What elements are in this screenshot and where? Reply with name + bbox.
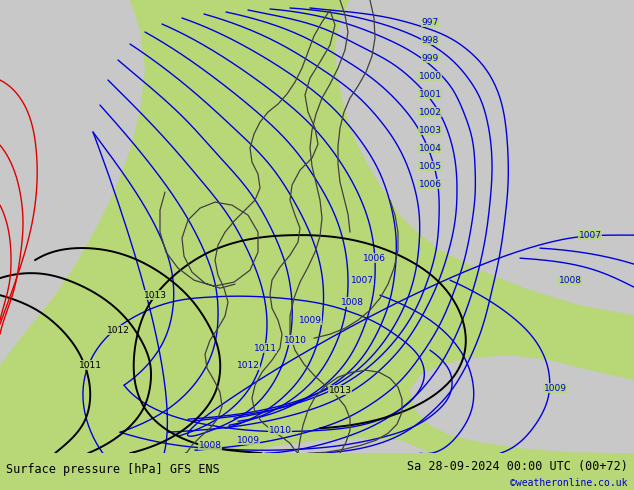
Text: 1007: 1007 (351, 276, 373, 285)
Polygon shape (410, 355, 634, 453)
Text: Surface pressure [hPa] GFS ENS: Surface pressure [hPa] GFS ENS (6, 463, 220, 476)
Text: 1012: 1012 (107, 326, 129, 335)
Text: 997: 997 (422, 18, 439, 26)
Text: 1006: 1006 (418, 180, 441, 189)
Text: 1011: 1011 (79, 361, 101, 369)
Text: 1009: 1009 (543, 384, 567, 392)
Polygon shape (0, 0, 145, 365)
Text: 999: 999 (422, 53, 439, 63)
Polygon shape (335, 0, 634, 315)
Text: 1008: 1008 (198, 441, 221, 450)
Text: 1005: 1005 (418, 162, 441, 171)
Text: 1013: 1013 (143, 291, 167, 300)
Text: 1011: 1011 (254, 343, 276, 353)
Text: 1006: 1006 (363, 254, 385, 263)
Text: 1010: 1010 (269, 426, 292, 435)
Text: Sa 28-09-2024 00:00 UTC (00+72): Sa 28-09-2024 00:00 UTC (00+72) (407, 460, 628, 473)
Polygon shape (240, 438, 430, 453)
Text: 1008: 1008 (340, 297, 363, 307)
Text: 1010: 1010 (283, 336, 306, 344)
Text: 1000: 1000 (418, 72, 441, 80)
Text: 998: 998 (422, 35, 439, 45)
Text: 1004: 1004 (418, 144, 441, 152)
Text: ©weatheronline.co.uk: ©weatheronline.co.uk (510, 478, 628, 489)
Text: 1003: 1003 (418, 125, 441, 135)
Text: 1009: 1009 (299, 316, 321, 325)
Text: 1001: 1001 (418, 90, 441, 98)
Text: 1002: 1002 (418, 108, 441, 117)
Text: 1013: 1013 (328, 386, 351, 395)
Text: 1009: 1009 (236, 436, 259, 445)
Text: 1008: 1008 (559, 276, 581, 285)
Text: 1007: 1007 (578, 231, 602, 240)
Text: 1012: 1012 (236, 361, 259, 369)
